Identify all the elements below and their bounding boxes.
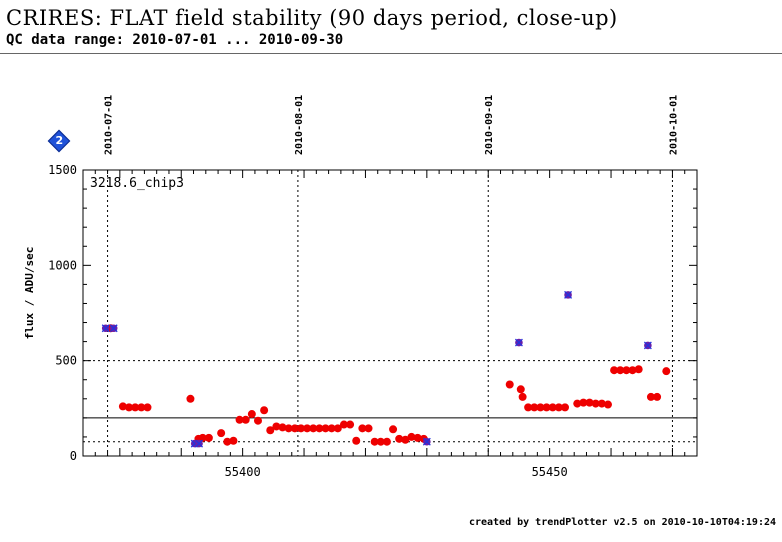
data-point [401,435,410,444]
data-point [284,424,293,433]
data-point [315,424,324,433]
data-point [253,416,262,425]
data-point [204,433,213,442]
data-point [516,385,525,394]
data-point [646,392,655,401]
reference-lines [83,360,697,443]
outlier-mark [514,338,523,347]
data-point [603,400,612,409]
data-point [591,399,600,408]
data-point [217,429,226,438]
data-point [235,415,244,424]
data-point [186,394,195,403]
data-point [125,403,134,412]
data-point [229,436,238,445]
data-point [389,425,398,434]
data-point [579,398,588,407]
date-label-3: 2010-10-01 [668,95,679,155]
data-point [524,403,533,412]
data-point [548,403,557,412]
data-point [622,366,631,375]
data-point [407,432,416,441]
data-point [247,410,256,419]
outlier-mark [109,324,118,333]
data-point [505,380,514,389]
date-label-0: 2010-07-01 [104,95,115,155]
data-point [309,424,318,433]
date-markers: 2010-07-01 2010-08-01 2010-09-01 2010-10-01 [104,95,679,456]
data-point [610,366,619,375]
data-point [536,403,545,412]
date-label-2: 2010-09-01 [484,95,495,155]
chart-title: CRIRES: FLAT field stability (90 days pe… [6,6,618,30]
plot-frame [82,169,698,457]
data-point [597,399,606,408]
data-point [376,437,385,446]
data-point [554,403,563,412]
data-point [530,403,539,412]
data-point [327,424,336,433]
outlier-mark [422,437,431,446]
data-points [101,290,671,448]
data-point [131,403,140,412]
data-point [346,420,355,429]
data-point [634,365,643,374]
outlier-mark [101,324,110,333]
data-point [358,424,367,433]
y-tick-label: 1500 [48,163,77,177]
outlier-mark [564,290,573,299]
data-point [382,437,391,446]
data-point [560,403,569,412]
outlier-mark [195,439,204,448]
data-point [198,433,207,442]
data-point [303,424,312,433]
data-point [616,366,625,375]
y-tick-label: 500 [55,354,77,368]
footer-credit: created by trendPlotter v2.5 on 2010-10-… [468,517,776,528]
data-point [518,392,527,401]
y-axis-label: flux / ADU/sec [23,247,36,340]
data-point [137,403,146,412]
y-tick-label: 0 [70,449,77,463]
data-point [542,403,551,412]
badge-label: 2 [55,134,64,148]
data-point [290,424,299,433]
data-point [266,426,275,435]
outlier-mark [643,341,652,350]
axis-ticks: 55400 55450 0 500 1000 1500 [48,163,698,479]
data-point [296,424,305,433]
data-point [333,424,342,433]
data-point [118,402,127,411]
data-point [585,398,594,407]
data-point [628,366,637,375]
date-label-1: 2010-08-01 [294,95,305,155]
data-point [370,437,379,446]
data-point [413,433,422,442]
data-point [260,406,269,415]
data-point [321,424,330,433]
x-tick-label: 55450 [532,465,568,479]
y-tick-label: 1000 [48,258,77,272]
data-point [339,420,348,429]
data-point [364,424,373,433]
data-point [653,392,662,401]
data-point [352,436,361,445]
panel-label: 3218.6_chip3 [90,176,184,191]
chart-subtitle: QC data range: 2010-07-01 ... 2010-09-30 [6,32,344,48]
data-point [223,437,232,446]
data-point [143,403,152,412]
data-point [662,367,671,376]
data-point [272,422,281,431]
header-divider [0,53,782,54]
data-point [241,415,250,424]
data-point [278,423,287,432]
x-tick-label: 55400 [225,465,261,479]
data-point [395,434,404,443]
data-point [573,399,582,408]
